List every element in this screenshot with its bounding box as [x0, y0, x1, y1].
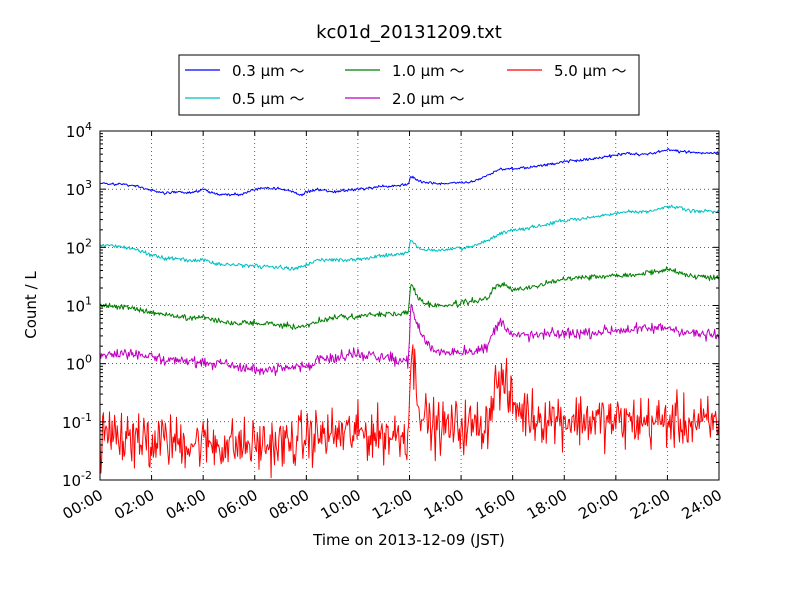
series-line [99, 303, 720, 376]
y-tick-label: 102 [66, 236, 92, 257]
series-line [99, 266, 720, 330]
chart-title: kc01d_20131209.txt [316, 22, 502, 43]
legend-label: 0.5 μm ～ [232, 90, 305, 108]
legend-label: 5.0 μm ～ [554, 62, 627, 80]
legend-label: 1.0 μm ～ [392, 62, 465, 80]
y-tick-label: 100 [66, 353, 92, 374]
legend-box [178, 54, 640, 116]
legend-label: 0.3 μm ～ [232, 62, 305, 80]
y-tick-label: 103 [66, 178, 92, 199]
y-tick-label: 104 [66, 120, 92, 141]
series-line [99, 344, 720, 479]
y-tick-label: 101 [66, 295, 92, 316]
legend: 0.3 μm ～ 0.5 μm ～ 1.0 μm ～ 2.0 μm ～ 5.0 μm ～ [178, 54, 640, 116]
y-tick-label: 10-1 [62, 411, 92, 432]
y-tick-label: 10-2 [62, 469, 92, 490]
x-axis-label: Time on 2013-12-09 (JST) [312, 531, 505, 549]
y-axis-label: Count / L [22, 271, 40, 339]
series-lines [99, 148, 720, 479]
series-line [99, 148, 720, 197]
series-line [99, 204, 720, 271]
legend-label: 2.0 μm ～ [392, 90, 465, 108]
